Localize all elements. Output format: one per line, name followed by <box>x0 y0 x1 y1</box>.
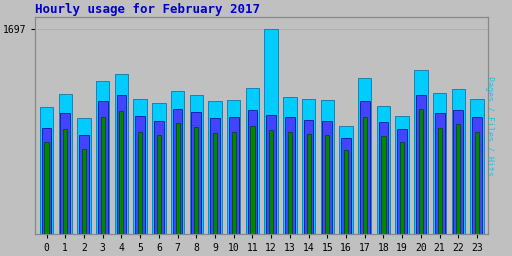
Bar <box>189 95 203 234</box>
Bar <box>288 132 292 234</box>
Bar <box>96 81 110 234</box>
Bar <box>435 113 444 234</box>
Bar <box>138 132 142 234</box>
Bar <box>358 79 372 234</box>
Bar <box>82 148 86 234</box>
Bar <box>344 150 348 234</box>
Bar <box>60 113 70 234</box>
Bar <box>269 130 273 234</box>
Bar <box>475 132 479 234</box>
Bar <box>323 121 332 234</box>
Bar <box>438 128 442 234</box>
Bar <box>194 127 198 234</box>
Bar <box>471 99 484 234</box>
Bar <box>210 118 220 234</box>
Bar <box>325 135 329 234</box>
Bar <box>213 133 217 234</box>
Bar <box>115 74 128 234</box>
Bar <box>321 100 334 234</box>
Bar <box>302 99 315 234</box>
Bar <box>171 91 184 234</box>
Bar <box>176 123 180 234</box>
Bar <box>250 126 254 234</box>
Bar <box>152 103 165 234</box>
Bar <box>246 88 259 234</box>
Bar <box>381 136 386 234</box>
Bar <box>101 117 105 234</box>
Bar <box>454 110 463 234</box>
Bar <box>77 118 91 234</box>
Bar <box>248 110 258 234</box>
Bar <box>360 101 370 234</box>
Bar <box>231 132 236 234</box>
Bar <box>229 117 239 234</box>
Bar <box>119 111 123 234</box>
Bar <box>304 120 313 234</box>
Bar <box>419 109 423 234</box>
Bar <box>266 115 276 234</box>
Bar <box>154 121 164 234</box>
Bar <box>456 124 460 234</box>
Bar <box>58 94 72 234</box>
Bar <box>40 108 53 234</box>
Bar <box>157 135 161 234</box>
Bar <box>416 95 426 234</box>
Bar <box>339 126 353 234</box>
Bar <box>362 117 367 234</box>
Bar <box>283 97 296 234</box>
Bar <box>117 95 126 234</box>
Bar <box>264 29 278 234</box>
Bar <box>377 106 390 234</box>
Bar <box>79 135 89 234</box>
Bar <box>41 128 51 234</box>
Bar <box>173 109 182 234</box>
Bar <box>472 117 482 234</box>
Bar <box>397 129 407 234</box>
Bar <box>400 143 404 234</box>
Bar <box>134 99 147 234</box>
Bar <box>414 70 428 234</box>
Bar <box>227 100 241 234</box>
Bar <box>378 122 388 234</box>
Y-axis label: Pages / Files / Hits: Pages / Files / Hits <box>485 76 494 176</box>
Bar <box>98 101 108 234</box>
Text: Hourly usage for February 2017: Hourly usage for February 2017 <box>35 3 260 16</box>
Bar <box>63 129 67 234</box>
Bar <box>452 89 465 234</box>
Bar <box>208 101 222 234</box>
Bar <box>191 112 201 234</box>
Bar <box>285 117 295 234</box>
Bar <box>395 116 409 234</box>
Bar <box>307 134 311 234</box>
Bar <box>45 143 49 234</box>
Bar <box>433 93 446 234</box>
Bar <box>135 116 145 234</box>
Bar <box>341 138 351 234</box>
